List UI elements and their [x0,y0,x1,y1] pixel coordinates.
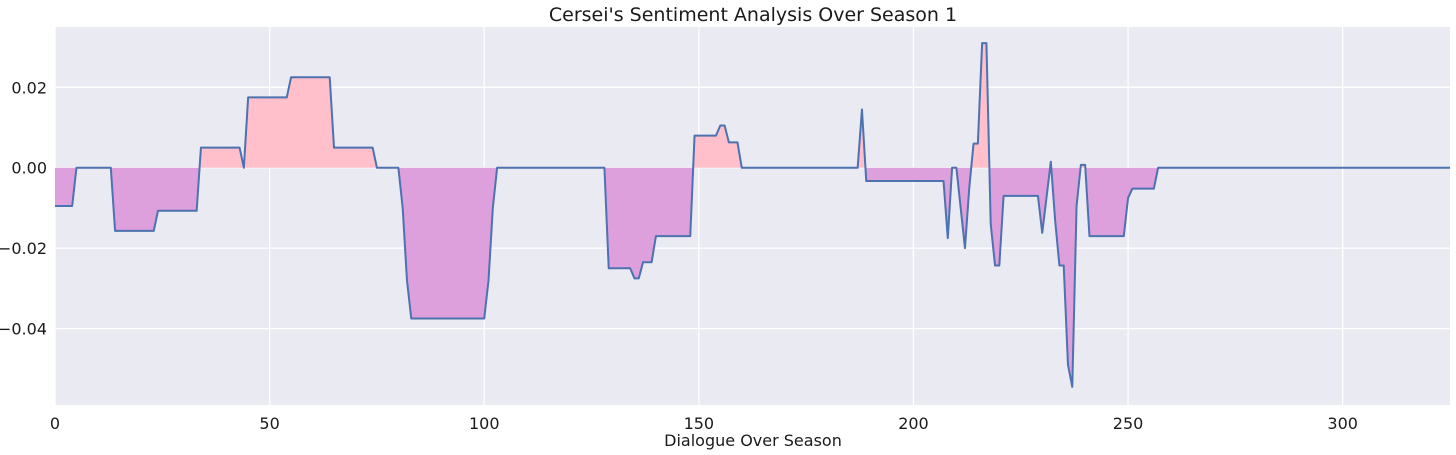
y-tick-label: −0.02 [0,239,47,258]
x-tick-label: 50 [259,414,279,433]
negative-sentiment-area [398,167,498,319]
x-tick-label: 0 [50,414,60,433]
sentiment-fill-areas [55,43,1159,387]
y-tick-label: 0.00 [11,159,47,178]
positive-sentiment-area [199,147,244,168]
plot-background [55,27,1450,405]
x-axis-ticks: 0 50 100 150 200 250 300 [50,414,1358,433]
chart-title: Cersei's Sentiment Analysis Over Season … [549,4,957,26]
negative-sentiment-area [1085,167,1159,237]
negative-sentiment-area [604,167,694,279]
y-tick-label: −0.04 [0,320,47,339]
negative-sentiment-area [989,167,1051,266]
negative-sentiment-area [55,167,77,206]
negative-sentiment-area [865,167,953,239]
negative-sentiment-area [110,167,200,231]
x-tick-label: 150 [684,414,715,433]
x-tick-label: 250 [1113,414,1144,433]
positive-sentiment-area [243,77,377,168]
x-tick-label: 100 [469,414,500,433]
negative-sentiment-area [956,167,972,249]
x-tick-label: 200 [898,414,929,433]
y-axis-ticks: 0.02 0.00 −0.02 −0.04 [0,78,47,338]
x-tick-label: 300 [1327,414,1358,433]
y-tick-label: 0.02 [11,78,47,97]
sentiment-series-line [55,42,1450,388]
x-axis-label: Dialogue Over Season [664,431,842,450]
